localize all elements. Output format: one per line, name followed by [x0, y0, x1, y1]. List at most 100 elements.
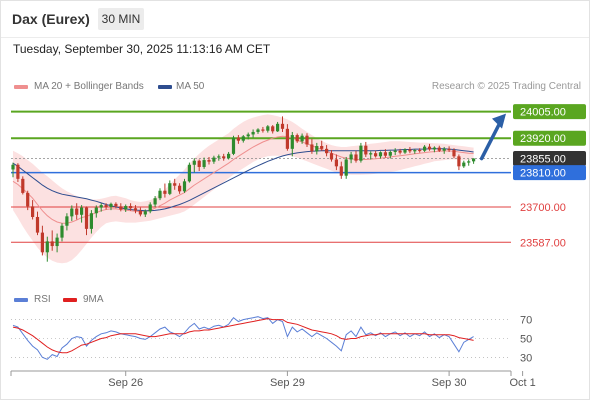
candle-body [138, 210, 142, 215]
credit-text: Research © 2025 Trading Central [431, 81, 581, 92]
candle-body [55, 237, 59, 247]
candle-body [295, 135, 299, 142]
candle-body [457, 156, 461, 167]
ma50-line [12, 148, 474, 212]
candle-body [339, 166, 343, 176]
candle-body [227, 153, 231, 159]
candle-body [266, 126, 270, 131]
candle-body [467, 161, 471, 163]
candle-body [80, 207, 84, 215]
candle-body [256, 129, 260, 132]
level-label-pivot: 23810.00 [520, 168, 566, 180]
candle-body [442, 148, 446, 151]
candle-body [163, 190, 167, 194]
candle-body [133, 208, 138, 211]
candle-body [94, 207, 98, 214]
candle-body [369, 153, 373, 155]
candle-body [432, 147, 436, 150]
rsi-legend-label: RSI [34, 294, 51, 305]
x-tick-label: Sep 26 [108, 377, 143, 389]
candle-body [437, 147, 441, 151]
candle-body [31, 206, 35, 217]
rsi-ma9-line [12, 318, 474, 354]
candle-body [378, 152, 383, 157]
candle-body [285, 128, 289, 149]
candle-body [290, 135, 294, 149]
instrument-title: Dax (Eurex) [12, 11, 90, 27]
rsi-legend-swatch [14, 298, 28, 302]
candle-body [217, 156, 221, 158]
x-tick-label: Oct 1 [509, 377, 535, 389]
ma20-legend-swatch [14, 85, 28, 89]
candle-body [173, 183, 177, 186]
candle-body [202, 160, 206, 167]
candle-body [21, 178, 25, 193]
level-label-resistance: 23920.00 [520, 133, 566, 145]
candle-body [124, 206, 128, 210]
candle-body [84, 207, 89, 229]
candle-body [70, 208, 74, 217]
candle-body [99, 205, 103, 208]
candle-body [403, 149, 407, 153]
candle-body [364, 145, 368, 155]
candle-body [310, 144, 314, 152]
header-bar: Dax (Eurex) 30 MIN [1, 1, 589, 38]
candle-body [45, 241, 49, 253]
forecast-arrow [479, 120, 502, 161]
candle-body [427, 146, 432, 150]
ma50-legend-swatch [158, 85, 172, 89]
candle-body [192, 160, 196, 165]
level-label-last: 23855.00 [520, 154, 566, 166]
candle-body [472, 158, 476, 162]
candle-body [35, 216, 40, 233]
candle-body [344, 159, 348, 176]
candle-body [354, 154, 358, 161]
candle-body [271, 126, 275, 132]
candle-body [251, 131, 255, 135]
candle-body [153, 198, 157, 205]
candle-body [207, 160, 211, 162]
ma9-legend-swatch [63, 298, 77, 302]
candle-body [383, 152, 387, 156]
candle-body [187, 164, 191, 182]
candle-body [109, 203, 113, 207]
candle-body [231, 137, 236, 154]
forecast-arrow-head [492, 113, 506, 129]
ma9-legend-label: 9MA [83, 294, 104, 305]
candle-body [261, 129, 265, 131]
candle-body [212, 157, 216, 162]
candle-body [334, 159, 338, 167]
candle-body [359, 145, 363, 161]
candle-body [388, 151, 392, 156]
ma20-line [12, 135, 474, 224]
candle-body [236, 137, 240, 141]
timeframe-button[interactable]: 30 MIN [98, 8, 144, 30]
candle-body [280, 123, 285, 129]
ma50-legend-label: MA 50 [176, 81, 205, 92]
bollinger-band [13, 114, 474, 264]
candle-body [75, 208, 79, 215]
candle-body [408, 149, 412, 152]
rsi-tick-label: 70 [520, 315, 532, 327]
candle-body [423, 146, 427, 151]
candle-body [413, 150, 417, 152]
level-label-box-3 [513, 165, 586, 181]
candle-body [129, 206, 133, 209]
candle-body [89, 213, 93, 229]
candle-body [305, 135, 309, 145]
candle-body [398, 150, 402, 153]
level-label-support: 23587.00 [520, 237, 566, 249]
timestamp: Tuesday, September 30, 2025 11:13:16 AM … [13, 42, 271, 56]
candle-body [26, 192, 30, 207]
candle-body [114, 203, 118, 207]
candle-body [349, 154, 353, 160]
candle-body [276, 123, 280, 132]
candle-body [143, 211, 147, 215]
candle-body [452, 150, 456, 157]
rsi-line [12, 316, 474, 360]
candle-body [374, 153, 378, 157]
candle-body [315, 146, 319, 152]
candle-body [11, 164, 15, 170]
rsi-tick-label: 50 [520, 334, 532, 346]
